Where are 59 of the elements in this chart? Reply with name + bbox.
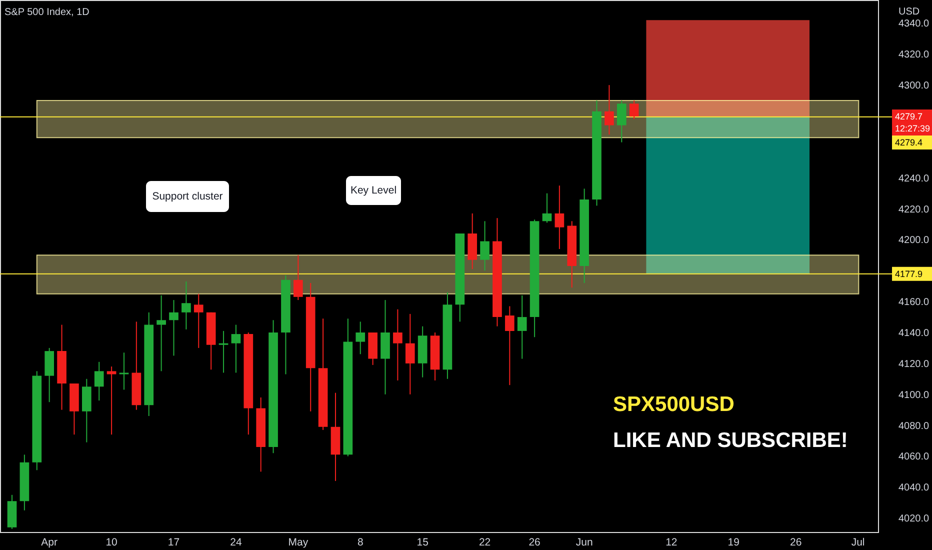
- y-tick-label: 4320.0: [898, 50, 930, 61]
- candlestick: [106, 366, 116, 436]
- x-tick-label: 17: [168, 536, 180, 548]
- y-tick-label: 4220.0: [898, 204, 930, 216]
- y-tick-label: 4040.0: [898, 482, 930, 494]
- candlestick: [604, 84, 614, 136]
- candlestick: [542, 192, 552, 224]
- x-tick-label: 12: [666, 536, 678, 548]
- ref-line-label: 4279.4: [895, 137, 923, 148]
- candlestick: [169, 300, 178, 356]
- y-tick-label: 4140.0: [898, 328, 930, 339]
- text: 12:27:39: [895, 123, 930, 134]
- candlestick: [393, 308, 402, 381]
- text: 4279.7: [895, 111, 923, 122]
- x-tick-label: 10: [106, 536, 118, 548]
- candlestick: [405, 313, 415, 395]
- x-tick-label: Jun: [576, 536, 593, 548]
- y-tick-label: 4200.0: [898, 235, 930, 246]
- x-tick-label: Apr: [41, 536, 58, 548]
- candlestick: [629, 100, 639, 120]
- candlestick: [156, 294, 166, 372]
- candlestick: [94, 361, 104, 402]
- candlestick: [182, 280, 191, 330]
- annotation: LIKE AND SUBSCRIBE!: [613, 429, 848, 452]
- candlestick: [554, 185, 564, 250]
- x-tick-label: May: [288, 536, 309, 548]
- x-tick-label: 26: [528, 536, 541, 548]
- candlestick: [231, 324, 241, 374]
- y-tick-label: 4300.0: [898, 80, 930, 92]
- y-tick-label: 4340.0: [898, 18, 930, 30]
- candlestick: [505, 306, 514, 386]
- y-tick-label: 4240.0: [898, 173, 930, 184]
- candlestick: [294, 254, 303, 301]
- y-tick-label: 4020.0: [898, 514, 930, 525]
- x-tick-label: Jul: [851, 536, 865, 548]
- candlestick: [119, 352, 129, 390]
- candlestick: [616, 100, 626, 143]
- x-tick-label: 15: [416, 536, 429, 548]
- y-tick-label: 4060.0: [898, 452, 930, 463]
- x-tick-label: 26: [790, 536, 802, 548]
- text: S&P 500 Index, 1D: [4, 7, 90, 18]
- y-tick-label: 4120.0: [898, 358, 930, 370]
- candlestick: [218, 330, 228, 374]
- annotation: SPX500USD: [613, 393, 734, 416]
- y-tick-label: 4160.0: [898, 297, 930, 308]
- candlestick: [480, 220, 490, 272]
- x-tick-label: 8: [357, 536, 364, 548]
- annotation: Support cluster: [152, 190, 224, 202]
- annotation: Key Level: [350, 184, 397, 196]
- x-tick-label: 24: [230, 536, 242, 548]
- candlestick: [356, 321, 366, 355]
- x-tick-label: 22: [478, 536, 491, 548]
- candlestick: [517, 294, 527, 360]
- x-tick-label: 19: [728, 536, 740, 548]
- ref-line-label: 4177.9: [895, 268, 923, 279]
- y-axis-title: USD: [898, 6, 920, 18]
- y-tick-label: 4100.0: [898, 390, 930, 401]
- y-tick-label: 4080.0: [898, 420, 930, 432]
- candlestick: [194, 293, 204, 348]
